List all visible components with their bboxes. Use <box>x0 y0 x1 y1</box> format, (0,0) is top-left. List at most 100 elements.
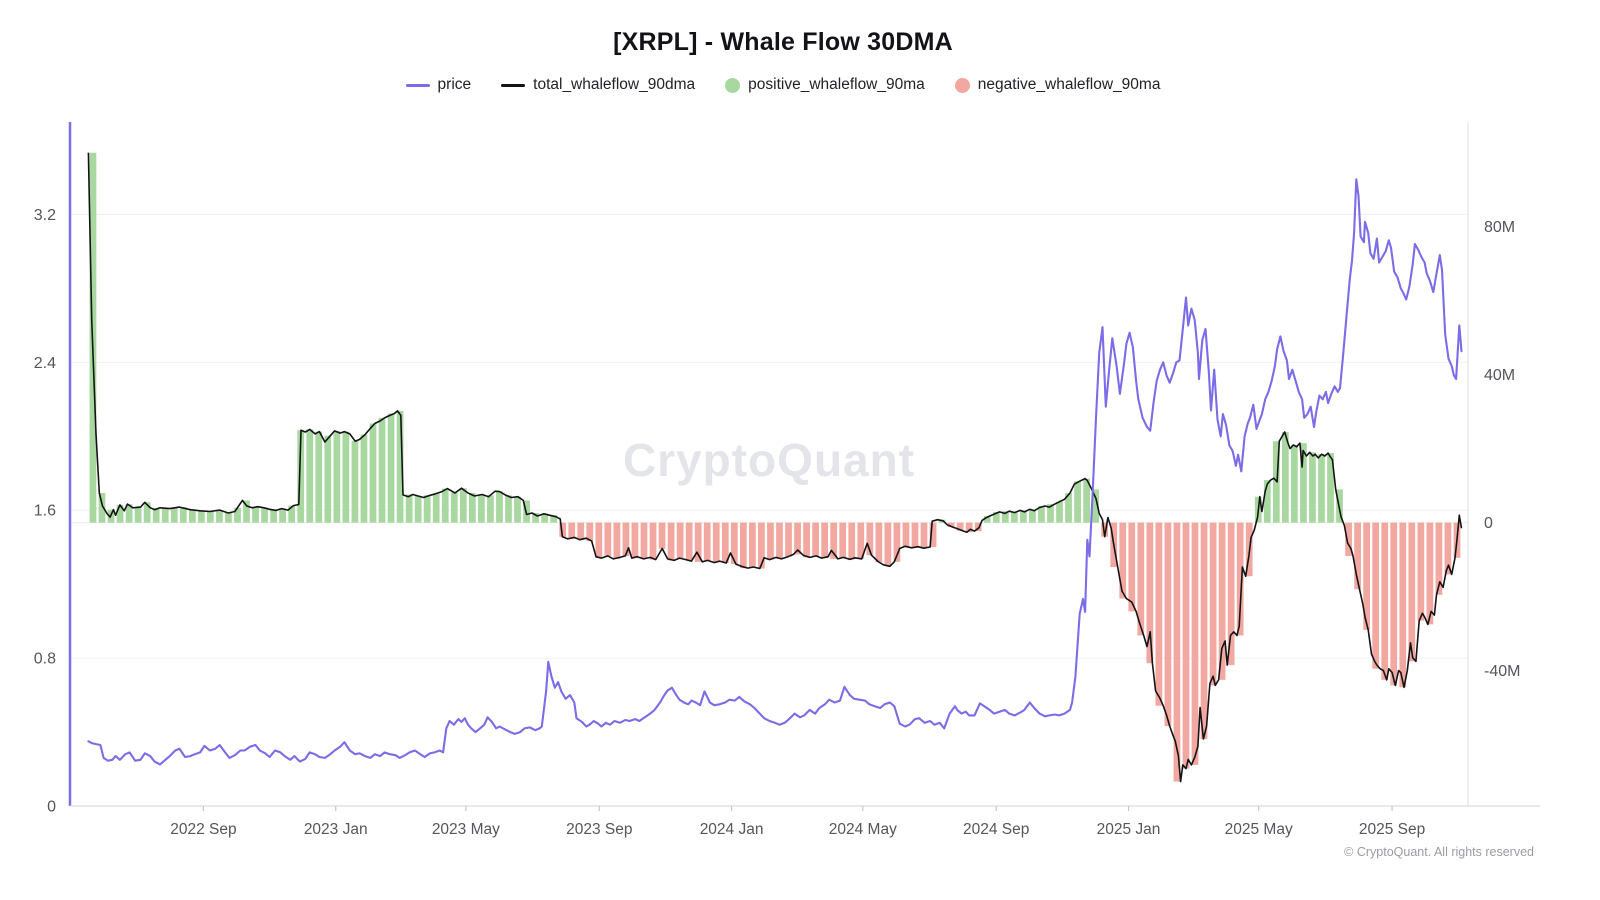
x-tick-label: 2025 Sep <box>1359 821 1425 838</box>
negative-whaleflow-bar <box>1137 522 1145 636</box>
negative-whaleflow-bar <box>1209 522 1217 686</box>
negative-whaleflow-bar <box>658 522 666 549</box>
legend-label: total_whaleflow_90dma <box>533 76 696 93</box>
positive-whaleflow-bar <box>1309 452 1316 523</box>
positive-whaleflow-bar <box>252 506 259 523</box>
positive-whaleflow-bar <box>170 507 178 523</box>
positive-whaleflow-bar <box>351 440 359 523</box>
negative-whaleflow-bar <box>902 522 910 547</box>
negative-whaleflow-bar <box>965 522 973 533</box>
x-tick-label: 2024 Sep <box>963 821 1029 838</box>
positive-whaleflow-bar <box>1001 511 1009 523</box>
negative-whaleflow-bar <box>649 522 657 560</box>
x-tick-label: 2024 Jan <box>700 821 764 838</box>
negative-whaleflow-bar <box>676 522 684 559</box>
negative-whaleflow-bar <box>1191 522 1199 765</box>
negative-whaleflow-bar <box>604 522 612 556</box>
flow-tick-label: 40M <box>1484 367 1515 384</box>
positive-whaleflow-bar <box>369 423 377 523</box>
negative-whaleflow-bar <box>703 522 711 561</box>
positive-whaleflow-bar <box>1074 481 1081 523</box>
positive-whaleflow-bar <box>1281 432 1289 523</box>
negative-whaleflow-bar <box>568 522 576 539</box>
positive-whaleflow-bar <box>478 494 485 523</box>
positive-whaleflow-bar <box>1029 509 1036 523</box>
price-tick-label: 3.2 <box>34 207 56 224</box>
negative-whaleflow-bar <box>767 522 774 560</box>
flow-axis-labels: -40M 0 40M 80M <box>1484 219 1520 680</box>
negative-whaleflow-bar <box>1236 522 1244 636</box>
negative-whaleflow-bar <box>1435 522 1443 595</box>
positive-whaleflow-bar <box>1263 480 1271 523</box>
negative-whaleflow-bar <box>1146 522 1154 664</box>
negative-whaleflow-bar <box>1128 522 1136 612</box>
negative-whaleflow-bar <box>920 522 928 549</box>
flow-tick-label: 80M <box>1484 219 1515 236</box>
positive-whaleflow-bar <box>116 504 124 523</box>
price-tick-label: 1.6 <box>34 503 56 520</box>
legend-item-total-whaleflow[interactable]: total_whaleflow_90dma <box>501 76 695 94</box>
negative-whaleflow-bar <box>622 522 630 556</box>
negative-whaleflow-bar <box>1164 522 1172 727</box>
negative-whaleflow-bar <box>758 522 765 569</box>
chart-legend: price total_whaleflow_90dma positive_wha… <box>0 76 1566 94</box>
negative-whaleflow-bar <box>712 522 720 563</box>
positive-whaleflow-bar <box>261 507 268 523</box>
positive-whaleflow-bar <box>450 492 458 523</box>
negative-whaleflow-bar <box>730 522 738 565</box>
negative-whaleflow-bar <box>721 522 729 563</box>
negative-whaleflow-bar <box>640 522 648 559</box>
price-tick-label: 0 <box>47 799 56 816</box>
positive-whaleflow-bar <box>1327 453 1334 523</box>
x-tick-label: 2025 Jan <box>1097 821 1161 838</box>
negative-whaleflow-bar <box>821 522 829 559</box>
negative-whaleflow-bar <box>586 522 594 542</box>
x-tick-label: 2024 May <box>829 821 897 838</box>
positive-whaleflow-bar <box>225 512 232 523</box>
positive-whaleflow-bar <box>496 491 503 523</box>
negative-whaleflow-bar <box>1155 522 1163 706</box>
price-line <box>87 178 1463 766</box>
total-whaleflow-line-swatch <box>501 83 526 87</box>
positive-whaleflow-bar <box>992 511 1000 523</box>
x-tick-label: 2023 Jan <box>304 821 368 838</box>
negative-whaleflow-bar <box>785 522 792 557</box>
negative-whaleflow-bar <box>929 522 937 548</box>
negative-whaleflow-bar <box>595 522 603 559</box>
positive-whaleflow-bar <box>234 507 241 523</box>
positive-whaleflow-bar <box>514 496 521 523</box>
price-tick-label: 0.8 <box>34 651 56 668</box>
negative-whaleflow-bar <box>1200 522 1208 740</box>
positive-whaleflow-bar <box>360 434 368 523</box>
positive-whaleflow-bar <box>1291 444 1298 523</box>
positive-whaleflow-bar <box>306 429 314 523</box>
negative-whaleflow-bar <box>739 522 747 569</box>
positive-whaleflow-bar <box>405 494 413 523</box>
positive-whaleflow-bar <box>134 507 142 523</box>
positive-whaleflow-bar <box>1010 512 1018 523</box>
positive-whaleflow-bar <box>1083 478 1090 523</box>
negative-whaleflow-bar <box>1345 522 1352 556</box>
legend-item-positive-whaleflow[interactable]: positive_whaleflow_90ma <box>725 76 925 94</box>
negative-whaleflow-bar <box>911 522 919 548</box>
negative-whaleflow-bar <box>1426 522 1434 625</box>
negative-whaleflow-bar <box>812 522 819 557</box>
positive-whaleflow-bar <box>1047 504 1054 523</box>
price-line-swatch <box>405 83 430 87</box>
x-tick-label: 2023 Sep <box>566 821 632 838</box>
positive-whaleflow-bar <box>532 513 539 523</box>
negative-whaleflow-bar <box>1119 522 1127 599</box>
flow-tick-label: 0 <box>1484 515 1493 532</box>
positive-whaleflow-bar <box>423 495 431 523</box>
positive-whaleflow-bar <box>207 511 214 523</box>
negative-whaleflow-bar <box>866 522 874 556</box>
legend-item-price[interactable]: price <box>405 76 471 94</box>
legend-item-negative-whaleflow[interactable]: negative_whaleflow_90ma <box>954 76 1160 94</box>
positive-whaleflow-bar <box>459 488 467 523</box>
negative-whaleflow-bar <box>1218 522 1226 680</box>
negative-whaleflow-bar <box>1363 522 1371 630</box>
price-axis-labels: 0 0.8 1.6 2.4 3.2 <box>34 207 56 816</box>
negative-whaleflow-bar <box>848 522 856 560</box>
